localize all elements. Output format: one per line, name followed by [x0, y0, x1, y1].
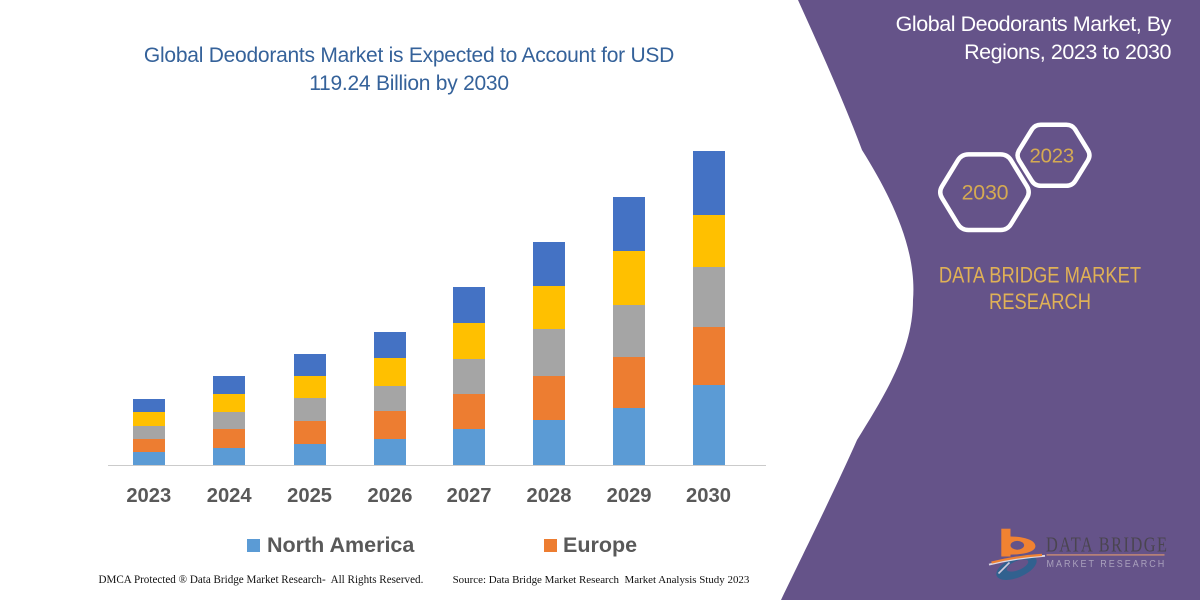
- svg-text:2023: 2023: [1030, 145, 1075, 167]
- svg-text:DATA BRIDGE: DATA BRIDGE: [1046, 534, 1168, 558]
- svg-text:MARKET RESEARCH: MARKET RESEARCH: [1047, 559, 1167, 571]
- svg-text:2030: 2030: [962, 181, 1009, 205]
